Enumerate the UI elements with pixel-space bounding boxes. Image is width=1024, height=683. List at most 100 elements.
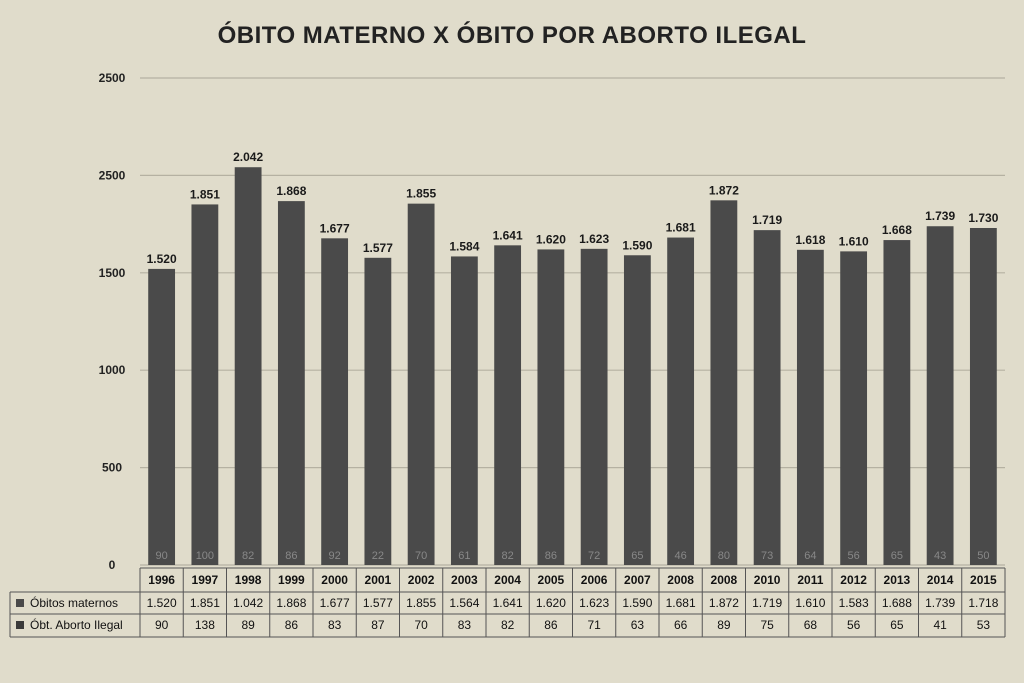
y-tick-label: 1500 (99, 266, 126, 280)
table-cell: 1.677 (320, 596, 350, 610)
data-label: 1.681 (666, 221, 696, 235)
table-cell: 68 (804, 618, 818, 632)
table-cell: 1.718 (968, 596, 998, 610)
y-tick-label: 2500 (99, 168, 126, 182)
table-cell: 56 (847, 618, 861, 632)
legend-label: Óbitos maternos (30, 595, 118, 610)
table-cell: 89 (241, 618, 255, 632)
x-tick-label: 1999 (278, 573, 305, 587)
table-cell: 1.739 (925, 596, 955, 610)
x-tick-label: 2000 (321, 573, 348, 587)
data-label: 1.620 (536, 232, 566, 246)
x-tick-label: 1997 (192, 573, 219, 587)
bar-inner-label: 72 (588, 550, 600, 562)
bar-inner-label: 56 (848, 550, 860, 562)
x-tick-label: 2007 (624, 573, 651, 587)
x-tick-label: 1998 (235, 573, 262, 587)
bar (148, 268, 176, 565)
bar (969, 227, 997, 565)
bar-inner-label: 64 (804, 550, 816, 562)
table-cell: 41 (933, 618, 947, 632)
bar-inner-label: 82 (502, 550, 514, 562)
table-cell: 1.583 (839, 596, 869, 610)
bar (796, 249, 824, 565)
bar-inner-label: 86 (285, 550, 297, 562)
table-cell: 53 (977, 618, 991, 632)
data-label: 1.719 (752, 213, 782, 227)
bar (580, 248, 608, 565)
table-cell: 87 (371, 618, 385, 632)
y-tick-label: 500 (102, 461, 122, 475)
bar-inner-label: 73 (761, 550, 773, 562)
bar-inner-label: 100 (196, 550, 214, 562)
table-cell: 1.681 (666, 596, 696, 610)
bar (234, 167, 262, 566)
bar-inner-label: 92 (329, 550, 341, 562)
bar-inner-label: 61 (458, 550, 470, 562)
data-label: 2.042 (233, 150, 263, 164)
data-label: 1.577 (363, 241, 393, 255)
x-tick-label: 2010 (754, 573, 781, 587)
bar (537, 249, 565, 565)
bar (926, 226, 954, 565)
bar-inner-label: 43 (934, 550, 946, 562)
bar-inner-label: 22 (372, 550, 384, 562)
table-cell: 65 (890, 618, 904, 632)
bar (840, 251, 868, 565)
data-label: 1.610 (839, 234, 869, 248)
x-tick-label: 2005 (538, 573, 565, 587)
data-label: 1.739 (925, 209, 955, 223)
table-cell: 1.868 (276, 596, 306, 610)
bar-inner-label: 80 (718, 550, 730, 562)
table-cell: 90 (155, 618, 169, 632)
data-label: 1.623 (579, 232, 609, 246)
table-cell: 1.641 (493, 596, 523, 610)
table-cell: 1.564 (449, 596, 479, 610)
table-cell: 83 (328, 618, 342, 632)
x-tick-label: 2011 (797, 573, 823, 587)
table-cell: 1.610 (795, 596, 825, 610)
table-cell: 1.520 (147, 596, 177, 610)
x-tick-label: 2015 (970, 573, 997, 587)
table-cell: 1.855 (406, 596, 436, 610)
bar-inner-label: 82 (242, 550, 254, 562)
bar-inner-label: 65 (631, 550, 643, 562)
chart-title: ÓBITO MATERNO X ÓBITO POR ABORTO ILEGAL (217, 22, 807, 49)
table-cell: 70 (414, 618, 428, 632)
bar-inner-label: 65 (891, 550, 903, 562)
table-cell: 1.688 (882, 596, 912, 610)
bar (883, 240, 911, 565)
table-cell: 1.719 (752, 596, 782, 610)
bar (450, 256, 478, 565)
bar-inner-label: 86 (545, 550, 557, 562)
data-label: 1.641 (493, 228, 523, 242)
bar (407, 203, 435, 565)
x-tick-label: 2003 (451, 573, 478, 587)
bar (364, 257, 392, 565)
y-tick-label: 0 (109, 558, 116, 572)
table-cell: 75 (760, 618, 774, 632)
bar (321, 238, 349, 565)
bar-inner-label: 90 (156, 550, 168, 562)
table-cell: 1.851 (190, 596, 220, 610)
legend-swatch (16, 599, 24, 607)
table-cell: 63 (631, 618, 645, 632)
table-cell: 71 (587, 618, 601, 632)
bar (710, 200, 738, 565)
table-cell: 1.620 (536, 596, 566, 610)
bar (191, 204, 219, 565)
table-cell: 66 (674, 618, 688, 632)
x-tick-label: 2008 (667, 573, 694, 587)
bar (277, 201, 305, 566)
table-cell: 1.872 (709, 596, 739, 610)
table-cell: 1.623 (579, 596, 609, 610)
bar (494, 245, 522, 566)
data-label: 1.855 (406, 187, 436, 201)
data-label: 1.668 (882, 223, 912, 237)
table-cell: 89 (717, 618, 731, 632)
table-cell: 82 (501, 618, 515, 632)
x-tick-label: 2008 (711, 573, 738, 587)
legend-swatch (16, 621, 24, 629)
